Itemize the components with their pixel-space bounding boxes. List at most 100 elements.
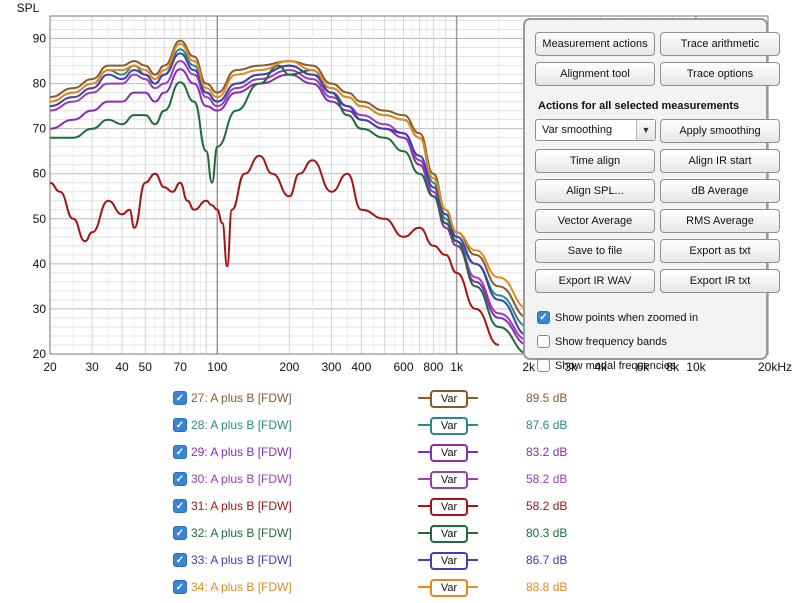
legend-row[interactable]: ✓ 30: A plus B [FDW] Var 58.2 dB	[173, 468, 603, 490]
x-tick-label: 70	[174, 360, 188, 374]
chevron-down-icon[interactable]: ▼	[636, 120, 655, 140]
measurement-name[interactable]: 30: A plus B [FDW]	[191, 472, 292, 486]
measurement-actions-button[interactable]: Measurement actions	[535, 32, 655, 56]
smoothing-select[interactable]: Var smoothing ▼	[535, 119, 656, 141]
check-icon[interactable]: ✓	[173, 472, 187, 486]
rms-average-button[interactable]: RMS Average	[660, 209, 780, 233]
legend-row[interactable]: ✓ 32: A plus B [FDW] Var 80.3 dB	[173, 522, 603, 544]
y-tick-label: 30	[33, 302, 47, 316]
legend-row[interactable]: ✓ 33: A plus B [FDW] Var 86.7 dB	[173, 549, 603, 571]
check-icon[interactable]: ✓	[173, 526, 187, 540]
smoothing-badge[interactable]: Var	[430, 552, 468, 570]
legend-row[interactable]: ✓ 27: A plus B [FDW] Var 89.5 dB	[173, 387, 603, 409]
x-tick-label: 40	[115, 360, 129, 374]
export-as-txt-button[interactable]: Export as txt	[660, 239, 780, 263]
align-ir-start-button[interactable]: Align IR start	[660, 149, 780, 173]
y-tick-label: 60	[33, 167, 47, 181]
y-tick-label: 90	[33, 32, 47, 46]
smoothing-indicator[interactable]: Var	[418, 579, 478, 597]
x-tick-label: 300	[321, 360, 341, 374]
x-tick-label: 1k	[450, 360, 464, 374]
export-ir-wav-button[interactable]: Export IR WAV	[535, 269, 655, 293]
time-align-button[interactable]: Time align	[535, 149, 655, 173]
x-tick-label: 4k	[594, 360, 608, 374]
checkbox-empty-icon[interactable]	[537, 359, 550, 372]
measurement-value: 86.7 dB	[526, 553, 568, 567]
check-icon[interactable]: ✓	[537, 311, 550, 324]
series-line-31[interactable]	[50, 154, 500, 346]
legend-row[interactable]: ✓ 28: A plus B [FDW] Var 87.6 dB	[173, 414, 603, 436]
smoothing-badge[interactable]: Var	[430, 444, 468, 462]
x-tick-label: 2k	[522, 360, 536, 374]
series-line-30[interactable]	[50, 60, 529, 342]
series-line-34[interactable]	[50, 42, 553, 337]
x-tick-label: 100	[207, 360, 227, 374]
x-tick-label: 10k	[686, 360, 706, 374]
measurement-name[interactable]: 34: A plus B [FDW]	[191, 580, 292, 594]
x-tick-label: 400	[351, 360, 371, 374]
smoothing-indicator[interactable]: Var	[418, 417, 478, 435]
legend-row[interactable]: ✓ 31: A plus B [FDW] Var 58.2 dB	[173, 495, 603, 517]
align-spl-button[interactable]: Align SPL...	[535, 179, 655, 203]
y-tick-label: 40	[33, 257, 47, 271]
show-frequency-bands-label: Show frequency bands	[555, 335, 667, 348]
show-modal-frequencies-checkbox-row[interactable]: Show modal frequencies	[537, 359, 675, 372]
legend-row[interactable]: ✓ 34: A plus B [FDW] Var 88.8 dB	[173, 576, 603, 598]
measurement-name[interactable]: 28: A plus B [FDW]	[191, 418, 292, 432]
smoothing-badge[interactable]: Var	[430, 390, 468, 408]
measurement-name[interactable]: 27: A plus B [FDW]	[191, 391, 292, 405]
legend-row[interactable]: ✓ 29: A plus B [FDW] Var 83.2 dB	[173, 441, 603, 463]
smoothing-indicator[interactable]: Var	[418, 444, 478, 462]
smoothing-badge[interactable]: Var	[430, 471, 468, 489]
db-average-button[interactable]: dB Average	[660, 179, 780, 203]
smoothing-indicator[interactable]: Var	[418, 498, 478, 516]
show-modal-frequencies-label: Show modal frequencies	[555, 359, 676, 372]
measurement-value: 58.2 dB	[526, 472, 568, 486]
x-tick-label: 200	[279, 360, 299, 374]
smoothing-indicator[interactable]: Var	[418, 471, 478, 489]
measurement-name[interactable]: 33: A plus B [FDW]	[191, 553, 292, 567]
measurement-value: 88.8 dB	[526, 580, 568, 594]
y-tick-label: 80	[33, 77, 47, 91]
vector-average-button[interactable]: Vector Average	[535, 209, 655, 233]
check-icon[interactable]: ✓	[173, 418, 187, 432]
smoothing-indicator[interactable]: Var	[418, 525, 478, 543]
smoothing-indicator[interactable]: Var	[418, 552, 478, 570]
export-ir-txt-button[interactable]: Export IR txt	[660, 269, 780, 293]
smoothing-badge[interactable]: Var	[430, 498, 468, 516]
x-tick-label: 8k	[666, 360, 680, 374]
smoothing-badge[interactable]: Var	[430, 417, 468, 435]
alignment-tool-button[interactable]: Alignment tool	[535, 62, 655, 86]
check-icon[interactable]: ✓	[173, 445, 187, 459]
check-icon[interactable]: ✓	[173, 391, 187, 405]
x-tick-label: 30	[85, 360, 99, 374]
save-to-file-button[interactable]: Save to file	[535, 239, 655, 263]
x-tick-label: 20kHz	[758, 360, 792, 374]
measurement-value: 58.2 dB	[526, 499, 568, 513]
measurement-name[interactable]: 29: A plus B [FDW]	[191, 445, 292, 459]
measurement-value: 89.5 dB	[526, 391, 568, 405]
smoothing-badge[interactable]: Var	[430, 525, 468, 543]
smoothing-badge[interactable]: Var	[430, 579, 468, 597]
measurement-value: 80.3 dB	[526, 526, 568, 540]
y-tick-label: 50	[33, 212, 47, 226]
check-icon[interactable]: ✓	[173, 553, 187, 567]
trace-options-button[interactable]: Trace options	[660, 62, 780, 86]
x-tick-label: 800	[423, 360, 443, 374]
trace-arithmetic-button[interactable]: Trace arithmetic	[660, 32, 780, 56]
measurement-name[interactable]: 31: A plus B [FDW]	[191, 499, 292, 513]
apply-smoothing-button[interactable]: Apply smoothing	[660, 119, 780, 143]
check-icon[interactable]: ✓	[173, 580, 187, 594]
measurement-actions-panel: Measurement actions Trace arithmetic Ali…	[523, 18, 780, 372]
series-line-33[interactable]	[50, 52, 529, 337]
smoothing-indicator[interactable]: Var	[418, 390, 478, 408]
measurement-name[interactable]: 32: A plus B [FDW]	[191, 526, 292, 540]
show-points-checkbox-row[interactable]: ✓ Show points when zoomed in	[537, 311, 698, 324]
checkbox-empty-icon[interactable]	[537, 335, 550, 348]
series-line-32[interactable]	[50, 64, 529, 354]
section-title: Actions for all selected measurements	[538, 100, 740, 112]
show-frequency-bands-checkbox-row[interactable]: Show frequency bands	[537, 335, 667, 348]
measurement-value: 83.2 dB	[526, 445, 568, 459]
check-icon[interactable]: ✓	[173, 499, 187, 513]
y-tick-label: 20	[33, 347, 47, 361]
